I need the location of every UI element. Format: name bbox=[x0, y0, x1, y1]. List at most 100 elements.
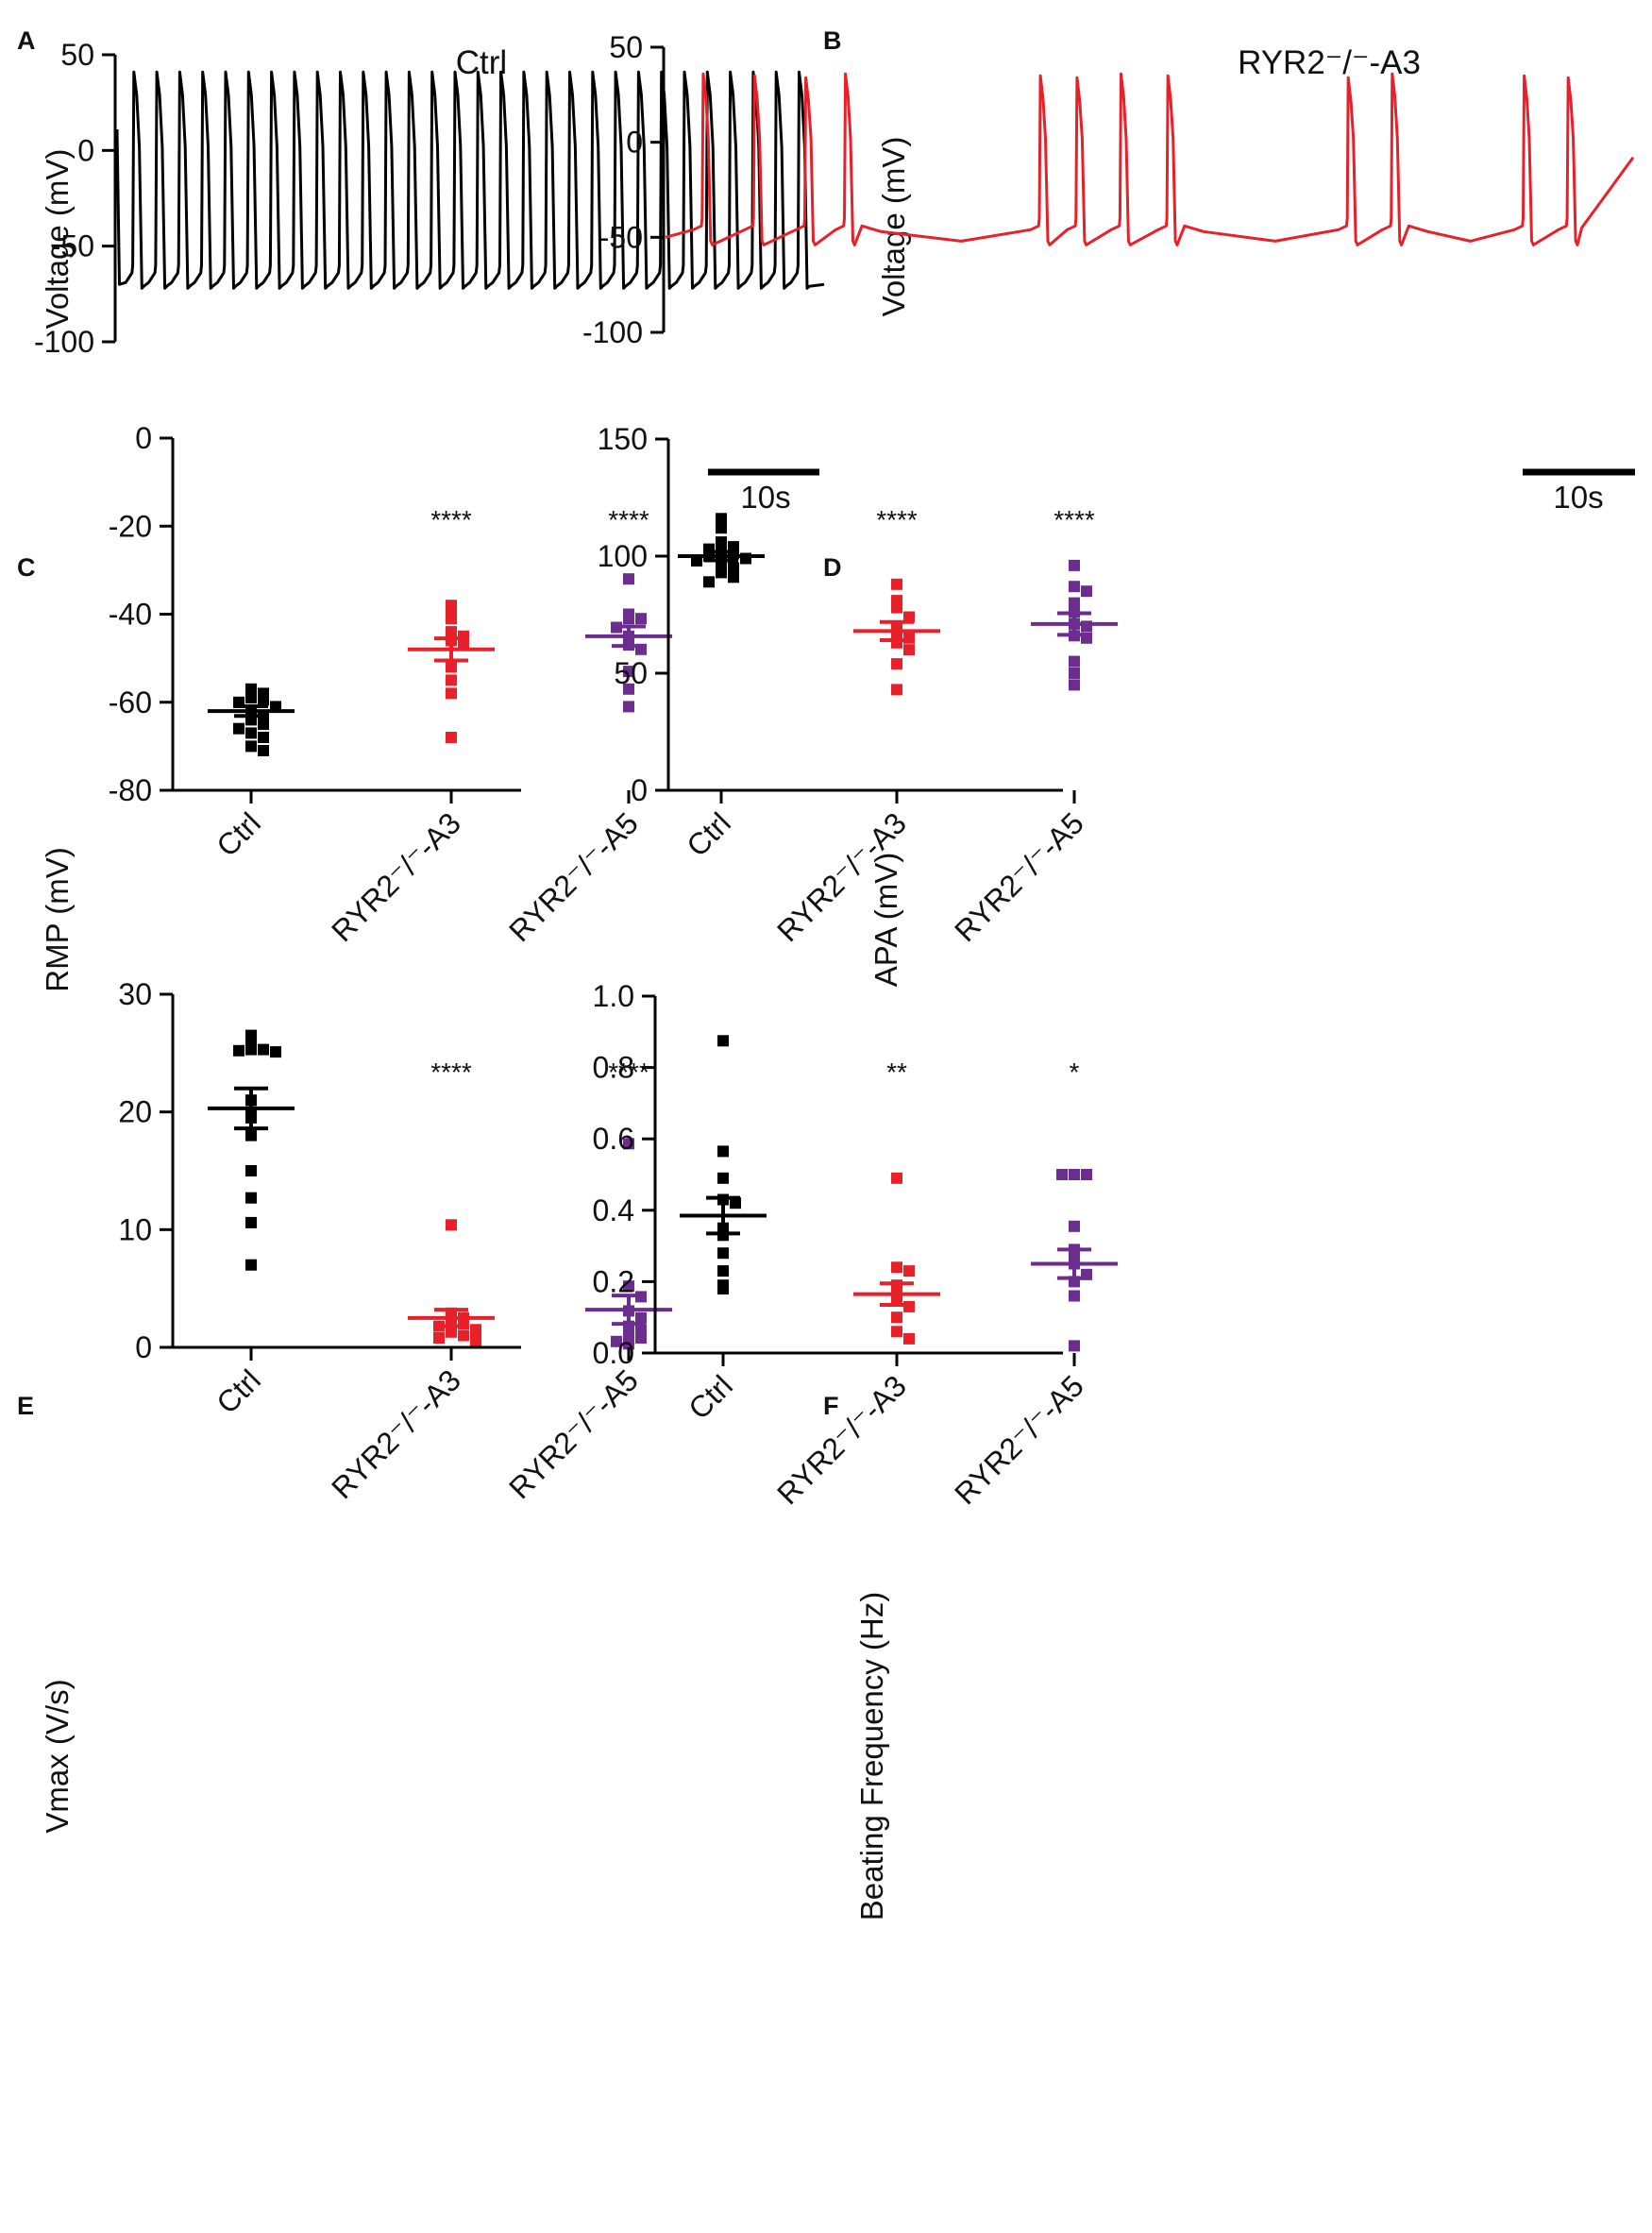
panel-f-data-point bbox=[891, 1311, 902, 1324]
panel-d-significance-label: **** bbox=[1054, 505, 1095, 534]
panel-e-data-point bbox=[245, 1043, 257, 1056]
panel-e-data-point bbox=[446, 1219, 457, 1231]
panel-b-scale-bar-label: 10s bbox=[1553, 480, 1603, 515]
panel-f-data-point bbox=[1069, 1290, 1080, 1302]
panel-c-data-point bbox=[258, 719, 269, 731]
panel-d-data-point bbox=[1069, 597, 1080, 609]
panel-e-data-point bbox=[245, 1129, 257, 1142]
panel-c-data-point bbox=[446, 603, 457, 616]
panel-b-voltage-trace bbox=[665, 72, 1635, 246]
panel-e-y-label: Vmax (V/s) bbox=[40, 1679, 75, 1833]
panel-e-data-point bbox=[611, 1335, 622, 1347]
panel-f-data-point bbox=[717, 1283, 729, 1294]
panel-f-data-point bbox=[891, 1326, 902, 1338]
panel-d-significance-label: **** bbox=[876, 505, 918, 534]
panel-f-data-point bbox=[903, 1332, 915, 1345]
panel-label-a: A bbox=[17, 26, 36, 55]
panel-d-data-point bbox=[1069, 668, 1080, 679]
panel-c-y-label: RMP (mV) bbox=[40, 847, 75, 991]
panel-b-y-tick-label: 0 bbox=[626, 126, 643, 160]
panel-e-data-point bbox=[446, 1326, 457, 1338]
panel-c-data-point bbox=[623, 701, 634, 713]
panel-e-data-point bbox=[258, 1043, 269, 1056]
panel-d-data-point bbox=[891, 658, 902, 670]
panel-c-data-point bbox=[258, 745, 269, 756]
panel-e-data-point bbox=[470, 1324, 481, 1336]
panel-d-data-point bbox=[1081, 585, 1092, 598]
panel-b-title: RYR2⁻/⁻-A3 bbox=[1238, 44, 1421, 81]
panel-d-data-point bbox=[703, 576, 715, 588]
panel-d-data-point bbox=[716, 522, 727, 534]
panel-d-y-label: APA (mV) bbox=[868, 853, 903, 987]
panel-d-y-tick-label: 150 bbox=[598, 422, 648, 456]
panel-e-vmax-scatter: E Vmax (V/s) 30 20 10 0 **** **** Ctrl RYR2⁻/… bbox=[17, 977, 672, 1834]
panel-e-data-point bbox=[458, 1329, 469, 1342]
panel-label-f: F bbox=[823, 1392, 839, 1420]
panel-d-x-tick-label: Ctrl bbox=[680, 805, 737, 863]
panel-f-y-tick-label: 0.8 bbox=[593, 1051, 634, 1085]
panel-e-data-point bbox=[470, 1334, 481, 1346]
panel-f-data-point bbox=[717, 1035, 729, 1047]
panel-f-x-tick-label: RYR2⁻/⁻-A5 bbox=[948, 1368, 1090, 1511]
panel-e-x-tick-label: Ctrl bbox=[210, 1362, 267, 1420]
panel-d-y-tick-label: 100 bbox=[598, 539, 648, 573]
panel-label-c: C bbox=[17, 553, 36, 582]
panel-a-y-axis: 50 0 -50 -100 bbox=[34, 38, 117, 359]
panel-e-data-point bbox=[245, 1259, 257, 1271]
panel-e-data-point bbox=[233, 1044, 244, 1057]
panel-d-data-point bbox=[716, 513, 727, 525]
panel-c-data-point bbox=[258, 732, 269, 743]
panel-e-data-point bbox=[623, 1138, 634, 1150]
panel-e-y-tick-label: 20 bbox=[118, 1095, 152, 1129]
panel-f-data-point bbox=[730, 1197, 741, 1210]
panel-f-data-point bbox=[1056, 1169, 1068, 1180]
panel-c-data-point bbox=[446, 732, 457, 743]
panel-c-data-point bbox=[446, 674, 457, 686]
panel-c-x-tick-label: Ctrl bbox=[210, 805, 267, 863]
panel-c-data-point bbox=[635, 613, 647, 625]
panel-d-data-point bbox=[1069, 581, 1080, 593]
panel-b-y-tick-label: -50 bbox=[599, 220, 643, 254]
panel-b-y-tick-label: -100 bbox=[582, 315, 643, 349]
panel-f-data-point bbox=[717, 1265, 729, 1277]
panel-e-y-axis: 30 20 10 0 bbox=[118, 977, 175, 1364]
panel-e-x-tick-label: RYR2⁻/⁻-A3 bbox=[325, 1362, 467, 1505]
panel-c-data: **** **** bbox=[208, 505, 672, 756]
panel-d-data-point bbox=[891, 601, 902, 614]
panel-c-x-axis: Ctrl RYR2⁻/⁻-A3 RYR2⁻/⁻-A5 bbox=[173, 788, 645, 948]
panel-f-y-tick-label: 0.4 bbox=[593, 1193, 634, 1227]
panel-d-data-point bbox=[1069, 655, 1080, 668]
panel-c-data-point bbox=[258, 694, 269, 706]
panel-label-b: B bbox=[823, 26, 842, 55]
panel-d-data-point bbox=[891, 684, 902, 696]
panel-e-significance-label: **** bbox=[608, 1057, 649, 1087]
panel-c-y-tick-label: -40 bbox=[109, 598, 152, 632]
panel-e-y-tick-label: 30 bbox=[118, 977, 152, 1011]
panel-f-y-tick-label: 0.6 bbox=[593, 1122, 634, 1156]
panel-f-data-point bbox=[717, 1247, 729, 1260]
panel-f-beating-frequency-scatter: F Beating Frequency (Hz) 1.0 0.8 0.6 0.4 0.2… bbox=[593, 979, 1118, 1920]
panel-f-x-tick-label: Ctrl bbox=[682, 1368, 739, 1426]
panel-a-y-label: Voltage (mV) bbox=[40, 149, 75, 330]
panel-d-data-point bbox=[716, 536, 727, 549]
panel-d-data-point bbox=[903, 644, 915, 656]
panel-e-significance-label: **** bbox=[430, 1057, 472, 1087]
panel-f-y-axis: 1.0 0.8 0.6 0.4 0.2 0.0 bbox=[593, 979, 657, 1370]
panel-a-y-tick-label: -50 bbox=[51, 229, 94, 263]
panel-d-y-tick-label: 0 bbox=[631, 773, 648, 807]
panel-c-data-point bbox=[245, 683, 257, 695]
panel-c-y-tick-label: -80 bbox=[109, 773, 152, 807]
panel-c-data-point bbox=[623, 613, 634, 625]
panel-e-data-point bbox=[270, 1046, 281, 1058]
panel-c-data-point bbox=[446, 687, 457, 700]
panel-e-y-tick-label: 0 bbox=[135, 1330, 152, 1364]
panel-e-data-point bbox=[623, 1280, 634, 1293]
panel-f-data-point bbox=[1081, 1169, 1092, 1180]
panel-d-apa-scatter: D APA (mV) 150 100 50 0 **** **** Ctrl RYR2⁻/… bbox=[598, 422, 1118, 987]
panel-a-title: Ctrl bbox=[456, 44, 507, 81]
panel-c-data-point bbox=[446, 613, 457, 625]
panel-c-data-point bbox=[446, 661, 457, 673]
panel-e-data-point bbox=[623, 1338, 634, 1350]
panel-e-data-point bbox=[245, 1192, 257, 1204]
